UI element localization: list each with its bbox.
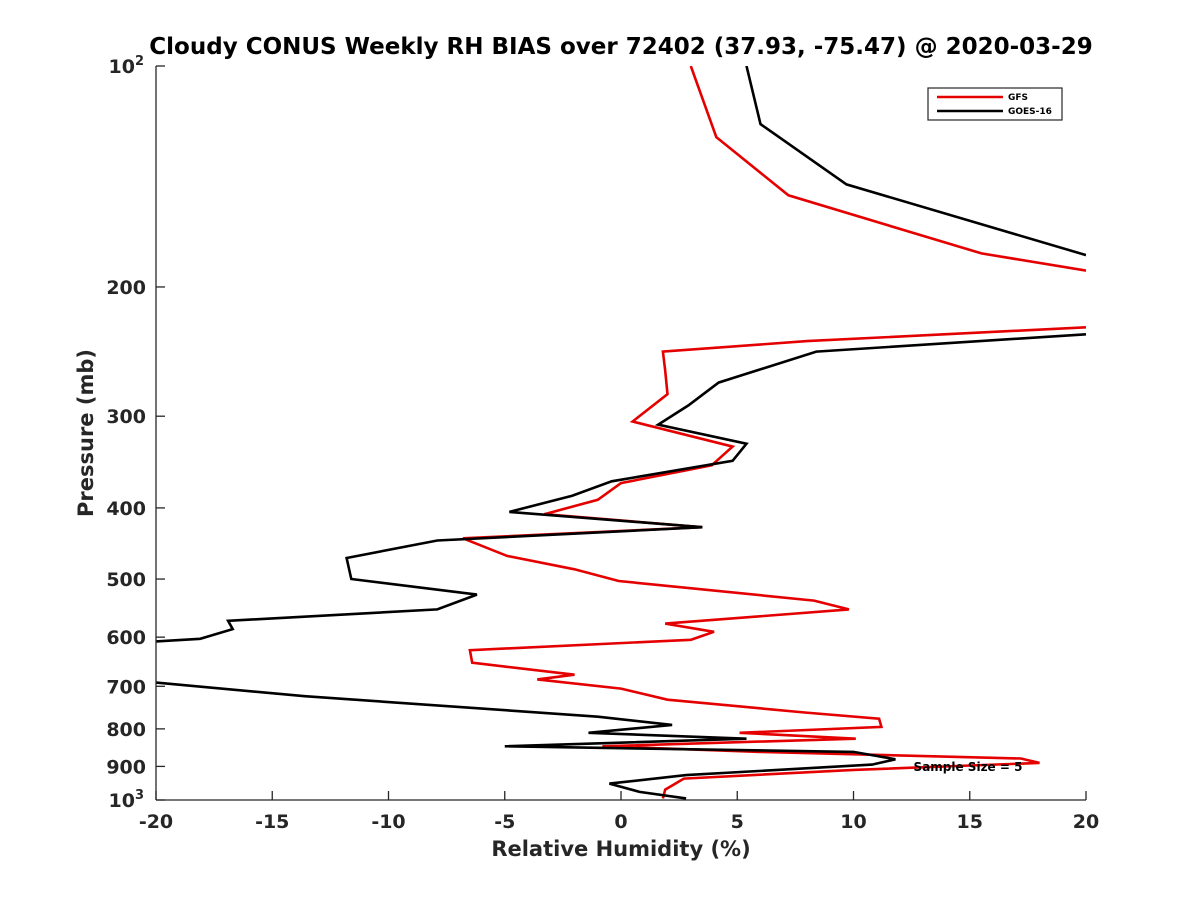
- x-tick-label: 10: [840, 811, 866, 833]
- x-tick-label: 20: [1073, 811, 1099, 833]
- series-goes-16-line-0: [745, 66, 1086, 257]
- legend-label: GOES-16: [1008, 107, 1052, 117]
- series-layer: [156, 66, 1086, 800]
- legend-box: [927, 87, 1063, 121]
- axes-layer: -20 -15 -10 -5 0 5 10 15 20 102 200 300 400 500 600 700…: [106, 54, 1099, 833]
- series-goes-16-line-1: [156, 333, 1086, 643]
- y-tick-label: 400: [106, 498, 146, 520]
- y-tick-label: 103: [109, 788, 145, 812]
- x-tick-label: -15: [255, 811, 289, 833]
- y-axis-label: Pressure (mb): [74, 349, 98, 517]
- y-tick-label: 102: [109, 54, 145, 78]
- x-tick-label: 15: [957, 811, 983, 833]
- x-tick-label: 5: [731, 811, 744, 833]
- x-tick-label: -10: [371, 811, 405, 833]
- y-tick-label: 500: [106, 569, 146, 591]
- sample-size-annotation: Sample Size = 5: [914, 760, 1023, 774]
- series-gfs-line-1: [462, 326, 1086, 799]
- x-tick-label: 0: [614, 811, 627, 833]
- y-tick-label: 300: [106, 406, 146, 428]
- chart-title: Cloudy CONUS Weekly RH BIAS over 72402 (…: [149, 34, 1092, 60]
- y-tick-label: 700: [106, 676, 146, 698]
- series-gfs-line-0: [689, 66, 1086, 272]
- x-tick-label: -5: [494, 811, 515, 833]
- series-goes-16-line-2: [156, 681, 896, 800]
- legend-label: GFS: [1008, 93, 1028, 103]
- y-tick-label: 200: [106, 277, 146, 299]
- legend: GFS GOES-16: [927, 87, 1063, 121]
- plot-area: -20 -15 -10 -5 0 5 10 15 20 102 200 300 400 500 600 700…: [106, 54, 1099, 833]
- y-tick-label: 600: [106, 627, 146, 649]
- y-tick-label: 900: [106, 756, 146, 778]
- y-tick-label: 800: [106, 719, 146, 741]
- x-axis-label: Relative Humidity (%): [491, 837, 750, 861]
- x-tick-label: -20: [139, 811, 173, 833]
